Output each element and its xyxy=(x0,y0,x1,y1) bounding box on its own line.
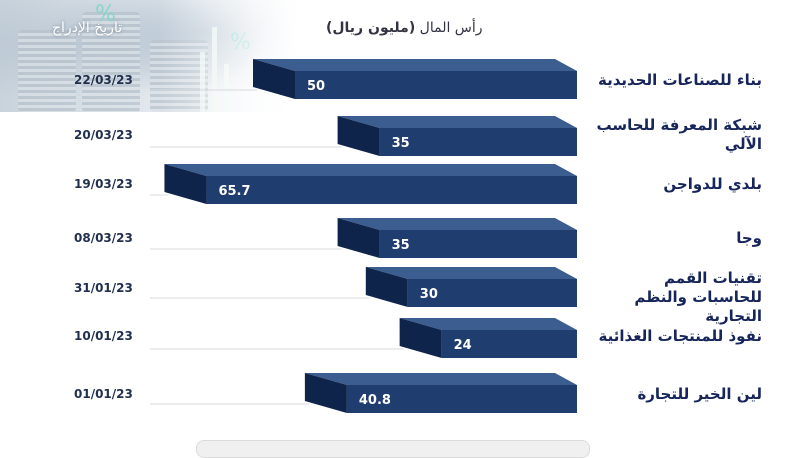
bar xyxy=(379,230,577,258)
bar-row: 35 20/03/23 xyxy=(74,116,577,156)
bar-side-face xyxy=(399,318,442,358)
capital-header-unit: (مليون ريال) xyxy=(326,20,416,36)
bar-value-label: 24 xyxy=(454,338,472,353)
bar-top-face xyxy=(164,164,577,176)
bar xyxy=(407,279,577,307)
bar-top-face xyxy=(399,318,577,330)
bar-value-label: 65.7 xyxy=(218,184,250,199)
bar-top-face xyxy=(337,218,577,230)
bar xyxy=(206,176,577,204)
listing-date-label: 08/03/23 xyxy=(74,231,133,245)
bar-value-label: 40.8 xyxy=(359,393,391,408)
bar xyxy=(295,71,577,99)
coin-stack xyxy=(18,30,76,112)
company-name-label: بلدي للدواجن xyxy=(663,174,762,193)
listing-date-label: 01/01/23 xyxy=(74,387,133,401)
bar-value-label: 50 xyxy=(307,79,325,94)
bottom-tab xyxy=(196,440,590,458)
percent-icon: % xyxy=(95,2,116,27)
bar-side-face xyxy=(337,218,380,258)
company-name-label: شبكة المعرفة للحاسب الآلي xyxy=(596,116,762,153)
bar-row: 24 10/01/23 xyxy=(74,318,577,358)
bar xyxy=(379,128,577,156)
bar-value-label: 35 xyxy=(392,238,410,253)
bar-value-label: 30 xyxy=(420,287,438,302)
listing-date-label: 22/03/23 xyxy=(74,73,133,87)
bar-side-face xyxy=(304,373,347,413)
listing-date-label: 10/01/23 xyxy=(74,329,133,343)
bar-side-face xyxy=(365,267,408,307)
bar-row: 40.8 01/01/23 xyxy=(74,373,577,413)
bar-top-face xyxy=(337,116,577,128)
bar-row: 65.7 19/03/23 xyxy=(74,164,577,204)
coin-stack xyxy=(82,12,140,112)
listing-date-label: 20/03/23 xyxy=(74,128,133,142)
bar-side-face xyxy=(337,116,380,156)
bar-side-face xyxy=(164,164,207,204)
bar-row: 30 31/01/23 xyxy=(74,267,577,307)
date-column-header: تاريخ الإدراج xyxy=(52,20,123,36)
bar-top-face xyxy=(365,267,577,279)
bar-side-face xyxy=(253,59,295,99)
bar-row: 50 22/03/23 xyxy=(74,59,577,99)
bar-row: 35 08/03/23 xyxy=(74,218,577,258)
listing-date-label: 19/03/23 xyxy=(74,177,133,191)
capital-bar-chart: 50 22/03/23 35 20/03/23 65.7 19/03/23 35 08/03/… xyxy=(74,59,577,413)
company-name-label: وجا xyxy=(736,228,762,247)
company-name-label: بناء للصناعات الحديدية xyxy=(597,70,762,89)
bar-top-face xyxy=(304,373,577,385)
background-photo: % % xyxy=(0,0,300,112)
company-name-label: نفوذ للمنتجات الغذائية xyxy=(598,326,762,345)
bar xyxy=(346,385,577,413)
bar-top-face xyxy=(253,59,577,71)
capital-header: رأس المال (مليون ريال) xyxy=(326,20,483,36)
bar-value-label: 35 xyxy=(392,136,410,151)
company-name-label: تقنيات القمم للحاسبات والنظم التجارية xyxy=(634,269,762,325)
listing-date-label: 31/01/23 xyxy=(74,281,133,295)
company-name-label: لين الخير للتجارة xyxy=(637,384,762,403)
capital-header-prefix: رأس المال xyxy=(419,20,483,36)
bar xyxy=(441,330,577,358)
